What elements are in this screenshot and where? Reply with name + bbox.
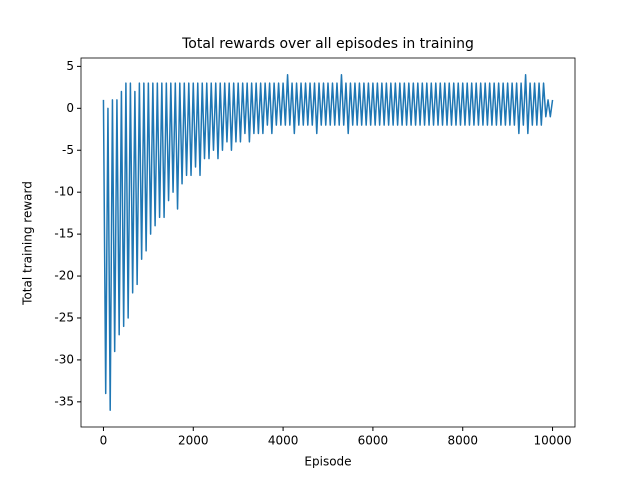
y-tick-label: -25 <box>54 310 74 324</box>
y-axis-label: Total training reward <box>21 181 35 306</box>
x-tick-label: 6000 <box>358 434 389 448</box>
chart-title: Total rewards over all episodes in train… <box>181 36 474 52</box>
y-tick-label: -5 <box>62 143 74 157</box>
y-tick-label: 5 <box>66 59 74 73</box>
y-tick-label: -20 <box>54 269 74 283</box>
x-axis-label: Episode <box>304 455 351 469</box>
x-tick-label: 0 <box>100 434 108 448</box>
x-tick-label: 8000 <box>447 434 478 448</box>
y-tick-label: 0 <box>66 101 74 115</box>
plot-frame <box>80 57 576 428</box>
x-tick-label: 4000 <box>268 434 299 448</box>
data-line <box>102 74 554 411</box>
y-tick-label: -15 <box>54 227 74 241</box>
x-tick-label: 2000 <box>178 434 209 448</box>
y-tick-label: -35 <box>54 394 74 408</box>
y-tick-label: -10 <box>54 185 74 199</box>
x-tick-label: 10000 <box>533 434 571 448</box>
y-tick-label: -30 <box>54 352 74 366</box>
